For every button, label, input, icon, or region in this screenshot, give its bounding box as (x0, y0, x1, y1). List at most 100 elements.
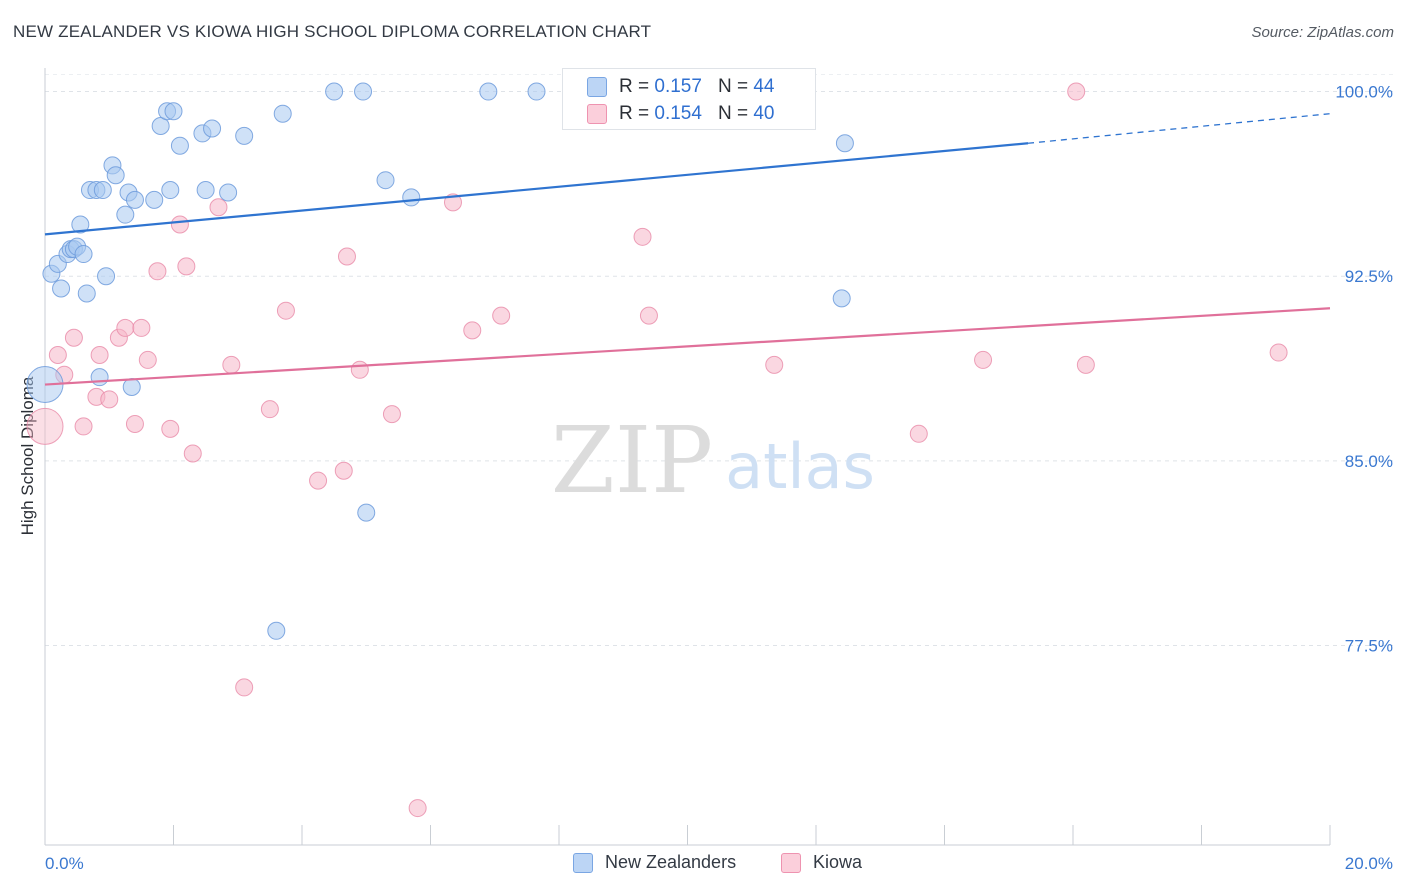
kiowa-point (209, 198, 228, 217)
new-zealanders-point (106, 166, 125, 185)
legend-label: New Zealanders (605, 852, 737, 872)
new-zealanders-point (267, 621, 286, 640)
new-zealanders-point (145, 190, 164, 209)
chart-title: NEW ZEALANDER VS KIOWA HIGH SCHOOL DIPLO… (13, 22, 652, 41)
source-label: Source: ZipAtlas.com (1251, 24, 1394, 41)
kiowa-point (974, 350, 993, 369)
new-zealanders-point (203, 119, 222, 138)
new-zealanders-point (527, 82, 546, 101)
new-zealanders-point (77, 284, 96, 303)
kiowa-point (100, 390, 119, 409)
new-zealanders-point (235, 126, 254, 145)
kiowa-point (633, 227, 652, 246)
kiowa-point (260, 400, 279, 419)
kiowa-point (492, 306, 511, 325)
new-zealanders-point (161, 181, 180, 200)
kiowa-point (463, 321, 482, 340)
new-zealanders-point (164, 102, 183, 121)
new-zealanders-point (832, 289, 851, 308)
kiowa-point (132, 318, 151, 337)
new-zealanders-point (122, 378, 141, 397)
new-zealanders-point (170, 136, 189, 155)
new-zealanders-point (90, 368, 109, 387)
new-zealanders-point (52, 279, 71, 298)
kiowa-point (125, 414, 144, 433)
new-zealanders-point (479, 82, 498, 101)
kiowa-point (235, 678, 254, 697)
watermark-zip: ZIP (551, 407, 713, 514)
new-zealanders-point (325, 82, 344, 101)
kiowa-point (138, 350, 157, 369)
kiowa-point (443, 193, 462, 212)
new-zealanders-point (402, 188, 421, 207)
new-zealanders-trend-extension (1027, 113, 1331, 144)
y-tick-label: 92.5% (1345, 267, 1393, 286)
stats-legend: R = 0.157 N = 44 R = 0.154 N = 40 (562, 68, 816, 130)
kiowa-point (334, 461, 353, 480)
y-tick-label: 85.0% (1345, 452, 1393, 471)
new-zealanders-point (93, 181, 112, 200)
y-tick-labels: 77.5% 85.0% 92.5% 100.0% (1335, 83, 1393, 656)
legend-row-new-zealanders: R = 0.157 N = 44 (587, 74, 774, 100)
legend-n-value: 40 (753, 103, 775, 124)
kiowa-point (309, 471, 328, 490)
kiowa-point (74, 417, 93, 436)
new-zealanders-point (196, 181, 215, 200)
x-tick-label: 0.0% (45, 854, 84, 873)
legend-n-value: 44 (753, 76, 775, 97)
new-zealanders-points (26, 82, 854, 640)
legend-r-value: 0.154 (654, 103, 702, 124)
kiowa-point (170, 215, 189, 234)
new-zealanders-point (116, 205, 135, 224)
x-tick-label: 20.0% (1345, 854, 1393, 873)
new-zealanders-point (125, 190, 144, 209)
gridlines (45, 74, 1395, 647)
kiowa-point (909, 424, 928, 443)
legend-swatch-pink (781, 852, 801, 873)
legend-row-kiowa: R = 0.154 N = 40 (587, 101, 774, 127)
legend-r-label: R = (619, 76, 650, 97)
series-legend: New Zealanders Kiowa (0, 852, 1406, 878)
legend-item-kiowa[interactable]: Kiowa (781, 852, 862, 873)
kiowa-point (222, 355, 241, 374)
legend-r-value: 0.157 (654, 76, 702, 97)
legend-n-label: N = (717, 76, 749, 97)
axes (44, 68, 1331, 846)
kiowa-point (276, 301, 295, 320)
legend-n-label: N = (717, 103, 749, 124)
kiowa-point (1067, 82, 1086, 101)
kiowa-point (90, 346, 109, 365)
new-zealanders-point (74, 245, 93, 264)
new-zealanders-point (354, 82, 373, 101)
kiowa-point (408, 799, 427, 818)
kiowa-point (161, 419, 180, 438)
new-zealanders-point (357, 503, 376, 522)
kiowa-point (765, 355, 784, 374)
legend-r-label: R = (619, 103, 650, 124)
kiowa-point (1269, 343, 1288, 362)
kiowa-point (48, 346, 67, 365)
kiowa-point (64, 328, 83, 347)
kiowa-point (639, 306, 658, 325)
legend-label: Kiowa (813, 852, 863, 872)
new-zealanders-point (71, 215, 90, 234)
new-zealanders-point (376, 171, 395, 190)
y-tick-label: 100.0% (1335, 83, 1393, 102)
kiowa-point (337, 247, 356, 266)
new-zealanders-point (97, 267, 116, 286)
y-tick-label: 77.5% (1345, 637, 1393, 656)
kiowa-point (26, 407, 64, 445)
kiowa-points (26, 82, 1288, 818)
new-zealanders-point (835, 134, 854, 153)
new-zealanders-trend-line (44, 142, 1029, 236)
new-zealanders-point (219, 183, 238, 202)
kiowa-point (382, 405, 401, 424)
x-tick-labels: 0.0% 20.0% (45, 854, 1393, 873)
legend-swatch-blue (573, 852, 593, 873)
kiowa-point (116, 318, 135, 337)
new-zealanders-point (273, 104, 292, 123)
kiowa-point (1076, 355, 1095, 374)
legend-item-new-zealanders[interactable]: New Zealanders (573, 852, 736, 873)
kiowa-point (350, 360, 369, 379)
